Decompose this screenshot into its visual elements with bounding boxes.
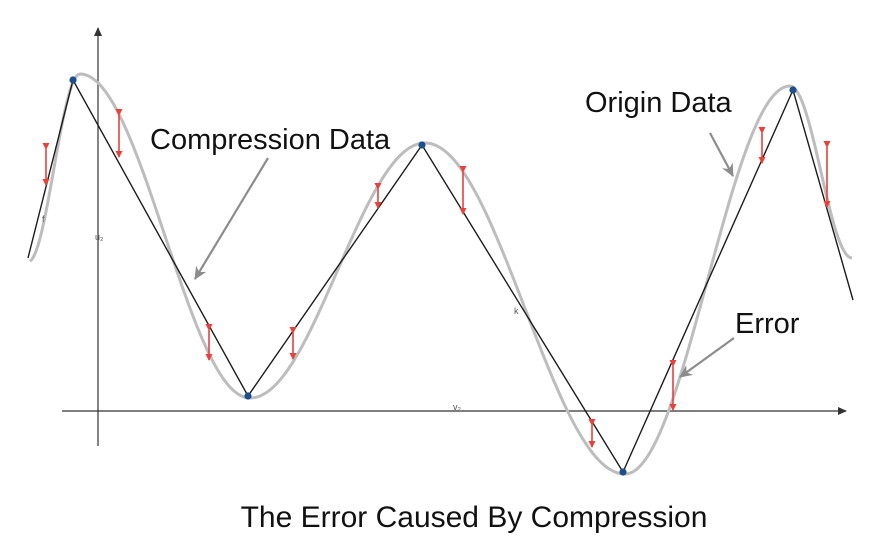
origin-pointer-arrow [709,132,734,177]
curve-label-f: f [42,214,45,224]
sample-point [418,141,426,149]
sample-point [789,86,797,94]
y-axis-label: u₂ [95,232,104,242]
sample-point [244,392,252,400]
line-label-k: k [514,306,519,316]
x-axis-label: v₂ [453,402,462,412]
compression-pointer-arrow [194,157,269,280]
origin-data-curve [28,72,853,476]
sample-point [69,76,77,84]
sample-points [69,76,797,476]
figure-caption: The Error Caused By Compression [241,501,708,534]
compression-data-label: Compression Data [150,124,391,156]
origin-data-label: Origin Data [585,87,733,119]
sample-point [619,468,627,476]
error-arrows [42,109,831,448]
error-pointer-arrow [679,337,735,378]
error-label: Error [735,308,800,340]
